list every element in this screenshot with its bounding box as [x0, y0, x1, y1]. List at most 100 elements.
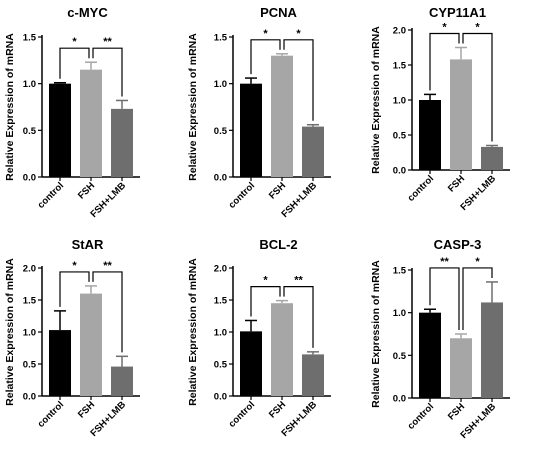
- x-tick-label-fsh: FSH: [267, 180, 288, 201]
- y-tick-label: 1.0: [393, 308, 406, 319]
- panel-c-myc: c-MYC Relative Expression of mRNA 0.0 0.5 1.…: [4, 5, 140, 220]
- y-tick-label: 0.5: [214, 126, 228, 137]
- bar-fsh-lmb: [302, 126, 324, 177]
- y-axis-label: Relative Expression of mRNA: [187, 33, 199, 181]
- panel-cyp11a1: CYP11A1 Relative Expression of mRNA 0.0 0.5…: [370, 5, 510, 213]
- x-tick-label-control: control: [36, 399, 67, 430]
- x-tick-label-fsh: FSH: [76, 180, 97, 201]
- bar-fsh-lmb: [481, 146, 503, 170]
- y-tick-label: 1.5: [23, 33, 37, 44]
- panel-star: StAR Relative Expression of mRNA 0.0 0.5 1.0…: [4, 237, 140, 439]
- significance-label: *: [475, 256, 480, 268]
- significance-label: *: [475, 22, 480, 34]
- y-tick-label: 0.0: [23, 173, 36, 184]
- panel-pcna: PCNA Relative Expression of mRNA 0.0 0.5 1.0…: [187, 5, 331, 220]
- bar-control: [419, 100, 441, 170]
- y-tick-label: 0.5: [23, 360, 37, 371]
- chart-title: CYP11A1: [429, 5, 486, 20]
- y-tick-label: 1.5: [214, 33, 228, 44]
- bar-control: [240, 83, 262, 177]
- y-tick-label: 0.0: [214, 392, 227, 403]
- significance-bracket: [59, 47, 90, 79]
- bar-fsh: [450, 338, 472, 398]
- y-tick-label: 0.0: [393, 394, 406, 405]
- significance-bracket: [250, 286, 281, 317]
- bar-fsh: [271, 55, 293, 177]
- significance-bracket: [429, 32, 460, 91]
- x-tick-label-fsh: FSH: [267, 399, 288, 420]
- chart-title: c-MYC: [67, 5, 108, 20]
- x-tick-label-control: control: [227, 399, 258, 430]
- y-tick-label: 1.0: [214, 328, 227, 339]
- y-tick-label: 0.5: [393, 131, 407, 142]
- significance-bracket: [462, 32, 493, 142]
- y-tick-label: 1.5: [393, 266, 407, 277]
- y-tick-label: 1.0: [393, 96, 406, 107]
- y-tick-label: 2.0: [214, 264, 227, 275]
- y-tick-label: 1.0: [214, 79, 227, 90]
- significance-label: *: [442, 22, 447, 34]
- y-tick-label: 1.0: [23, 328, 36, 339]
- bar-control: [419, 312, 441, 398]
- significance-bracket: [92, 271, 123, 353]
- y-axis-label: Relative Expression of mRNA: [4, 258, 16, 406]
- y-axis-label: Relative Expression of mRNA: [370, 26, 382, 174]
- significance-label: **: [103, 260, 112, 272]
- y-tick-label: 1.5: [214, 296, 228, 307]
- bar-fsh: [271, 303, 293, 396]
- significance-bracket: [462, 267, 493, 330]
- bar-fsh: [80, 293, 102, 396]
- significance-bracket: [92, 47, 123, 97]
- x-tick-label-fsh: FSH: [446, 401, 467, 422]
- chart-title: CASP-3: [434, 237, 482, 252]
- bar-fsh: [450, 59, 472, 170]
- x-tick-label-control: control: [227, 180, 258, 211]
- bar-control: [49, 83, 71, 177]
- y-axis-label: Relative Expression of mRNA: [4, 33, 16, 181]
- significance-bracket: [429, 267, 460, 330]
- significance-label: **: [294, 275, 303, 287]
- y-tick-label: 1.5: [393, 61, 407, 72]
- significance-label: **: [440, 256, 449, 268]
- significance-bracket: [250, 39, 281, 75]
- significance-label: *: [263, 275, 268, 287]
- bar-fsh: [80, 69, 102, 177]
- significance-bracket: [283, 39, 314, 121]
- significance-label: *: [263, 28, 268, 40]
- y-axis-label: Relative Expression of mRNA: [370, 260, 382, 408]
- bar-fsh-lmb: [302, 354, 324, 396]
- y-tick-label: 0.5: [214, 360, 228, 371]
- bar-fsh-lmb: [111, 108, 133, 177]
- significance-label: *: [72, 260, 77, 272]
- chart-title: StAR: [72, 237, 104, 252]
- panel-casp-3: CASP-3 Relative Expression of mRNA 0.0 0.5 1…: [370, 237, 510, 441]
- bar-fsh-lmb: [111, 366, 133, 396]
- y-tick-label: 2.0: [393, 26, 406, 37]
- x-tick-label-control: control: [406, 173, 437, 204]
- chart-title: BCL-2: [259, 237, 297, 252]
- x-tick-label-fsh: FSH: [76, 399, 97, 420]
- y-tick-label: 0.0: [214, 173, 227, 184]
- x-tick-label-fsh: FSH: [446, 173, 467, 194]
- x-tick-label-control: control: [406, 401, 437, 432]
- significance-bracket: [283, 286, 314, 348]
- bar-fsh-lmb: [481, 302, 503, 398]
- y-axis-label: Relative Expression of mRNA: [187, 258, 199, 406]
- y-tick-label: 1.0: [23, 79, 36, 90]
- y-tick-label: 0.5: [393, 351, 407, 362]
- y-tick-label: 1.5: [23, 296, 37, 307]
- y-tick-label: 0.5: [23, 126, 37, 137]
- significance-bracket: [59, 271, 90, 307]
- y-tick-label: 0.0: [23, 392, 36, 403]
- chart-title: PCNA: [260, 5, 297, 20]
- x-tick-label-control: control: [36, 180, 67, 211]
- bar-control: [49, 330, 71, 396]
- panel-bcl-2: BCL-2 Relative Expression of mRNA 0.0 0.5 1.…: [187, 237, 331, 439]
- significance-label: *: [296, 28, 301, 40]
- significance-label: **: [103, 36, 112, 48]
- y-tick-label: 0.0: [393, 166, 406, 177]
- bar-control: [240, 331, 262, 396]
- y-tick-label: 2.0: [23, 264, 36, 275]
- significance-label: *: [72, 36, 77, 48]
